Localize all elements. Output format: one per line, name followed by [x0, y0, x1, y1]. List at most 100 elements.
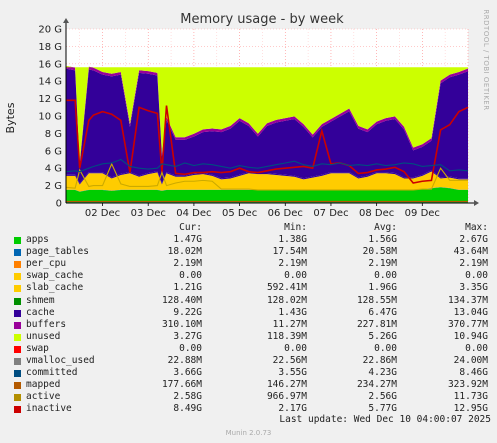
legend-cur-value: 9.22G: [173, 306, 202, 318]
legend-name: page_tables: [26, 246, 89, 258]
legend-avg-value: 4.23G: [368, 367, 397, 379]
legend-cur-value: 0.00: [179, 342, 202, 354]
legend-max-value: 8.46G: [459, 367, 488, 379]
y-tick-label: 2 G: [45, 181, 62, 192]
legend-min-value: 3.55G: [278, 367, 307, 379]
legend-min-value: 1.38G: [278, 234, 307, 246]
legend-row-per-cpu: per_cpu 2.19M 2.19M 2.19M 2.19M: [12, 258, 492, 270]
legend-avg-value: 234.27M: [356, 379, 397, 391]
legend-row-page-tables: page_tables 18.02M 17.54M 20.58M 43.64M: [12, 246, 492, 258]
munin-version: Munin 2.0.73: [225, 429, 272, 437]
x-tick-label: 04 Dec: [176, 208, 211, 219]
legend-avg-value: 22.86M: [362, 355, 397, 367]
legend-avg-value: 5.77G: [368, 403, 397, 415]
legend-max-value: 2.67G: [459, 234, 488, 246]
legend-avg-value: 1.96G: [368, 282, 397, 294]
legend-swatch: [14, 285, 21, 293]
legend-min-value: 22.56M: [272, 355, 307, 367]
x-tick-label: 07 Dec: [313, 208, 348, 219]
y-tick-label: 8 G: [45, 129, 62, 140]
legend-cur-value: 1.21G: [173, 282, 202, 294]
legend-cur-value: 18.02M: [167, 246, 202, 258]
y-tick-label: 6 G: [45, 146, 62, 157]
legend-header-cur: Cur:: [179, 222, 202, 233]
legend: Cur: Min: Avg: Max: apps 1.47G 1.38G 1.56G 2…: [12, 222, 492, 416]
legend-cur-value: 2.19M: [173, 258, 202, 270]
legend-max-value: 2.19M: [459, 258, 488, 270]
legend-cur-value: 22.88M: [167, 355, 202, 367]
legend-row-mapped: mapped 177.66M 146.27M 234.27M 323.92M: [12, 379, 492, 391]
x-axis-arrow: [474, 200, 479, 206]
last-update: Last update: Wed Dec 10 04:00:07 2025: [279, 414, 491, 425]
legend-max-value: 134.37M: [447, 294, 488, 306]
legend-max-value: 3.35G: [459, 282, 488, 294]
y-tick-label: 18 G: [38, 42, 62, 53]
legend-name: vmalloc_used: [26, 355, 95, 367]
legend-rows: apps 1.47G 1.38G 1.56G 2.67G page_tables 18.02…: [12, 234, 492, 415]
line-committed: [65, 158, 469, 173]
legend-avg-value: 227.81M: [356, 318, 397, 330]
legend-avg-value: 1.56G: [368, 234, 397, 246]
legend-name: cache: [26, 306, 55, 318]
legend-max-value: 0.00: [465, 270, 488, 282]
legend-swatch: [14, 333, 21, 341]
legend-header-max: Max:: [465, 222, 488, 233]
legend-name: unused: [26, 330, 61, 342]
legend-swatch: [14, 382, 21, 390]
legend-swatch: [14, 394, 21, 402]
line-active: [65, 162, 468, 191]
y-tick-label: 12 G: [38, 94, 62, 105]
chart-title: Memory usage - by week: [180, 12, 344, 27]
legend-name: slab_cache: [26, 282, 84, 294]
legend-swatch: [14, 261, 21, 269]
legend-row-active: active 2.58G 966.97M 2.56G 11.73G: [12, 391, 492, 403]
legend-min-value: 11.27M: [272, 318, 307, 330]
legend-avg-value: 0.00: [374, 342, 397, 354]
legend-min-value: 0.00: [284, 342, 307, 354]
y-tick-label: 16 G: [38, 59, 62, 70]
legend-name: swap: [26, 342, 49, 354]
area-unused: [66, 65, 468, 163]
legend-cur-value: 8.49G: [173, 403, 202, 415]
x-tick-label: 02 Dec: [85, 208, 120, 219]
legend-row-cache: cache 9.22G 1.43G 6.47G 13.04G: [12, 307, 492, 319]
legend-avg-value: 6.47G: [368, 306, 397, 318]
legend-min-value: 966.97M: [266, 391, 307, 403]
x-tick-label: 05 Dec: [222, 208, 257, 219]
legend-avg-value: 2.56G: [368, 391, 397, 403]
legend-min-value: 592.41M: [266, 282, 307, 294]
y-tick-label: 0: [56, 199, 62, 210]
legend-name: committed: [26, 367, 78, 379]
legend-swatch: [14, 370, 21, 378]
legend-min-value: 2.17G: [278, 403, 307, 415]
legend-swatch: [14, 273, 21, 281]
legend-max-value: 13.04G: [453, 306, 488, 318]
legend-name: active: [26, 391, 61, 403]
legend-min-value: 118.39M: [266, 330, 307, 342]
legend-row-slab-cache: slab_cache 1.21G 592.41M 1.96G 3.35G: [12, 282, 492, 294]
legend-header-avg: Avg:: [374, 222, 397, 233]
legend-avg-value: 2.19M: [368, 258, 397, 270]
memory-chart: Memory usage - by week Bytes RRDTOOL / T…: [4, 9, 490, 219]
legend-cur-value: 1.47G: [173, 234, 202, 246]
area-cache: [66, 68, 468, 184]
legend-cur-value: 0.00: [179, 270, 202, 282]
legend-name: shmem: [26, 294, 55, 306]
legend-row-buffers: buffers 310.10M 11.27M 227.81M 370.77M: [12, 319, 492, 331]
area-slab-cache: [66, 171, 468, 192]
legend-avg-value: 5.26G: [368, 330, 397, 342]
legend-min-value: 17.54M: [272, 246, 307, 258]
legend-max-value: 11.73G: [453, 391, 488, 403]
y-axis-label: Bytes: [4, 102, 17, 133]
legend-swatch: [14, 358, 21, 366]
legend-row-apps: apps 1.47G 1.38G 1.56G 2.67G: [12, 234, 492, 246]
legend-max-value: 323.92M: [447, 379, 488, 391]
line-inactive: [66, 99, 469, 184]
legend-row-shmem: shmem 128.40M 128.02M 128.55M 134.37M: [12, 295, 492, 307]
legend-avg-value: 128.55M: [356, 294, 397, 306]
x-tick-label: 03 Dec: [131, 208, 166, 219]
legend-name: inactive: [26, 403, 72, 415]
legend-name: buffers: [26, 318, 67, 330]
legend-name: per_cpu: [26, 258, 67, 270]
legend-row-swap-cache: swap_cache 0.00 0.00 0.00 0.00: [12, 270, 492, 282]
